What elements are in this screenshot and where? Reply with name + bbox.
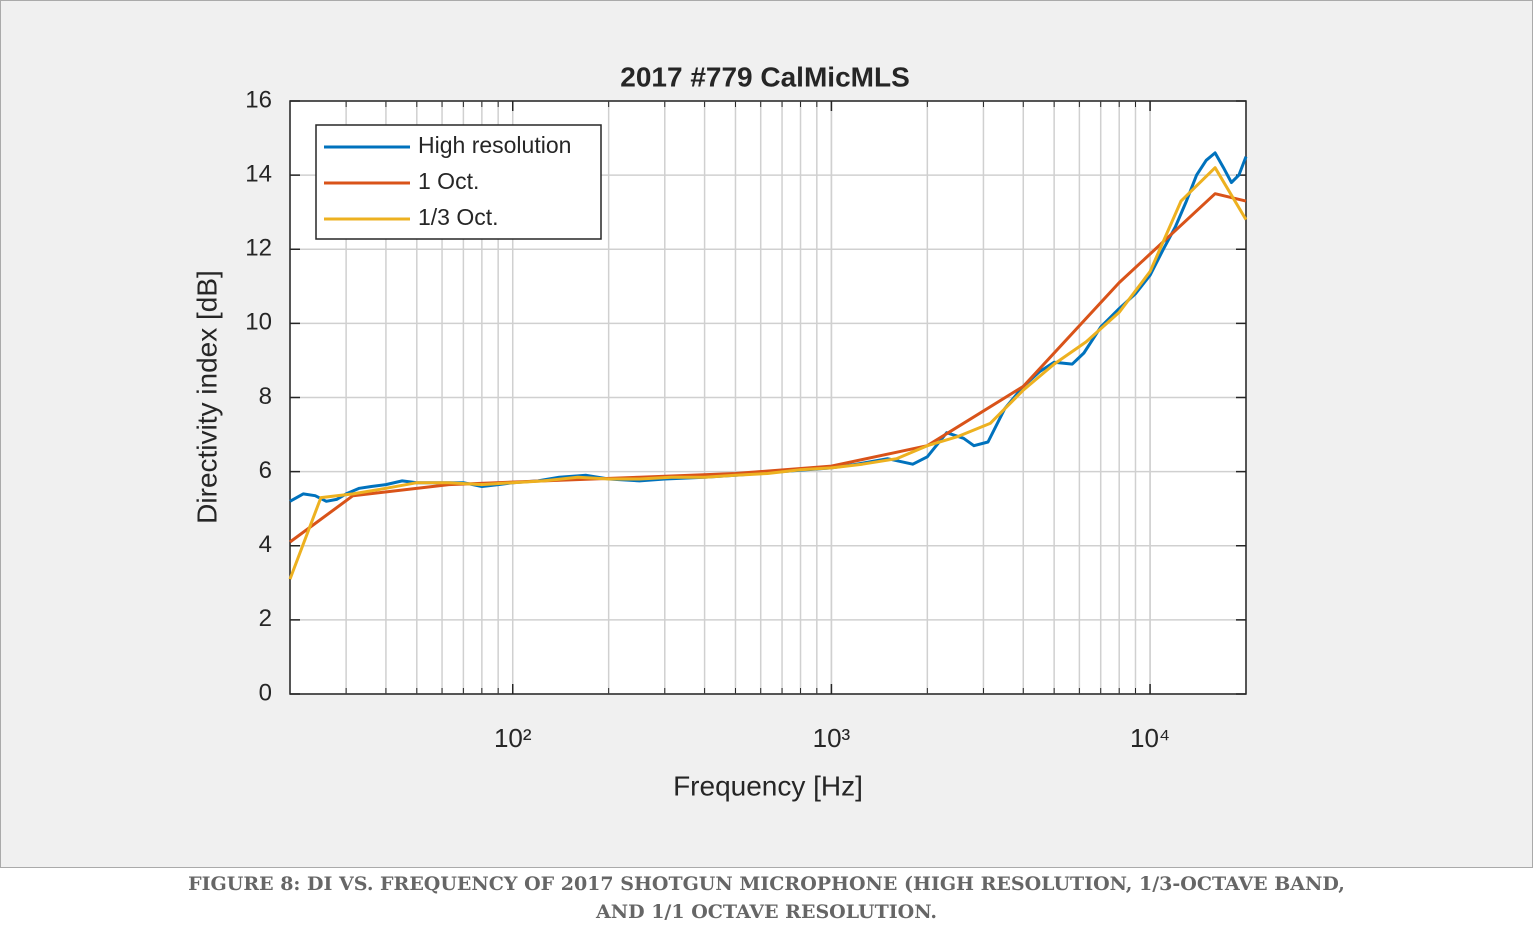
series-line: [288, 166, 1248, 580]
y-tick-label: 6: [259, 457, 272, 484]
y-tick-label: 4: [259, 531, 272, 558]
figure-panel: 2017 #779 CalMicMLS Frequency [Hz] Direc…: [0, 0, 1533, 868]
axes-frame: [289, 100, 1247, 695]
x-tick-label: 10³: [813, 723, 851, 753]
chart: 2017 #779 CalMicMLS Frequency [Hz] Direc…: [191, 61, 1248, 801]
legend-label: High resolution: [418, 132, 571, 158]
y-tick-label: 12: [245, 235, 272, 262]
y-tick-label: 8: [259, 383, 272, 410]
chart-title: 2017 #779 CalMicMLS: [620, 61, 910, 92]
y-tick-label: 0: [259, 679, 272, 706]
caption-line: FIGURE 8: DI VS. FREQUENCY OF 2017 SHOTG…: [188, 873, 1345, 895]
legend: High resolution 1 Oct. 1/3 Oct.: [315, 124, 602, 240]
x-tick-label: 10⁴: [1130, 723, 1170, 753]
caption: FIGURE 8: DI VS. FREQUENCY OF 2017 SHOTG…: [0, 870, 1533, 926]
y-tick-label: 16: [245, 86, 272, 113]
series-line: [289, 192, 1247, 544]
y-tick-label: 14: [245, 160, 272, 187]
y-tick-label: 2: [259, 605, 272, 632]
x-tick-label: 10²: [494, 723, 532, 753]
x-axis-label: Frequency [Hz]: [673, 770, 863, 801]
y-axis-label: Directivity index [dB]: [191, 270, 222, 524]
legend-label: 1/3 Oct.: [418, 204, 499, 230]
legend-label: 1 Oct.: [418, 168, 479, 194]
caption-line: AND 1/1 OCTAVE RESOLUTION.: [596, 901, 937, 923]
y-tick-label: 10: [245, 309, 272, 336]
